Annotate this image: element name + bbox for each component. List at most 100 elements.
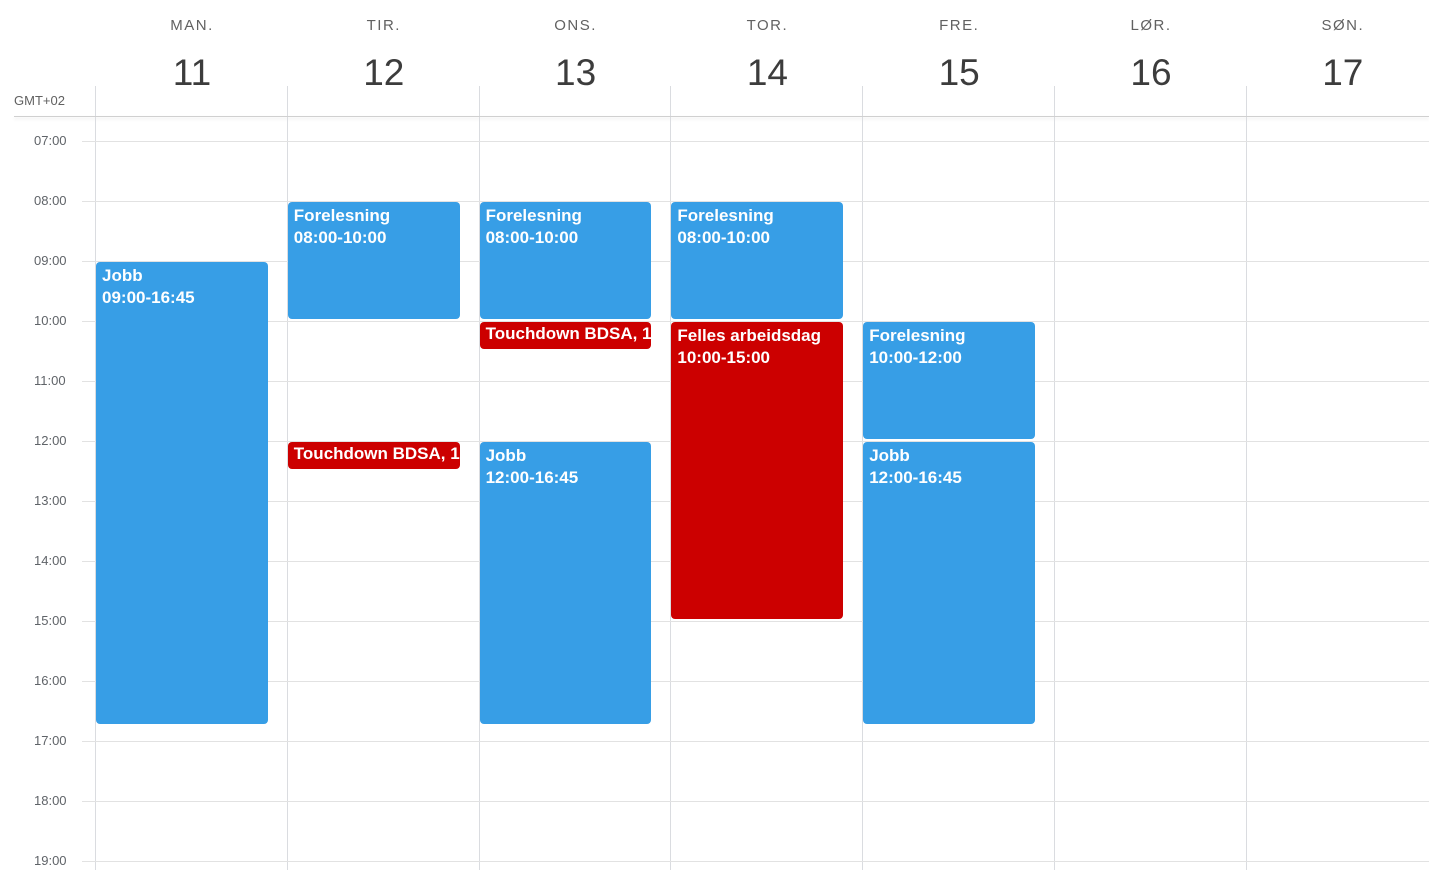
event-title: Touchdown BDSA, 1 [485,324,652,343]
hour-gridline [82,801,1429,802]
calendar-event[interactable]: Forelesning 08:00-10:00 [671,202,844,319]
header-divider [14,116,1429,117]
calendar-event[interactable]: Forelesning 08:00-10:00 [287,202,460,319]
calendar-event[interactable]: Jobb 12:00-16:45 [479,442,652,724]
event-time: 12:00-16:45 [869,468,962,487]
event-title: Jobb [869,446,910,465]
day-number-label[interactable]: 11 [172,52,212,93]
hour-gridline [82,861,1429,862]
day-header[interactable]: ONS. 13 [480,0,672,116]
column-divider [862,117,863,870]
header-column-divider [479,86,480,116]
day-header[interactable]: SØN. 17 [1247,0,1429,116]
event-title: Jobb [485,446,527,465]
hour-label: 07:00 [34,133,67,148]
hour-gridline [82,681,1429,682]
hour-tick [82,861,96,862]
header-column-divider [862,86,863,116]
day-header[interactable]: MAN. 11 [96,0,288,116]
column-divider [95,117,96,870]
hour-gridline [82,201,1429,202]
calendar-event[interactable]: Forelesning 08:00-10:00 [479,202,652,319]
day-header[interactable]: TOR. 14 [671,0,863,116]
hour-tick [82,141,96,142]
hour-gridline [82,741,1429,742]
day-name-label: LØR. [1130,17,1172,34]
column-divider [1054,117,1055,870]
day-name-label: FRE. [939,17,980,34]
event-time: 10:00-15:00 [677,348,771,367]
column-divider [287,117,288,870]
hour-tick [82,201,96,202]
hour-gridline [82,621,1429,622]
event-title: Forelesning [677,206,774,225]
column-divider [1246,117,1247,870]
event-time: 08:00-10:00 [677,228,771,247]
event-title: Jobb [102,266,143,285]
hour-tick [82,621,96,622]
hour-tick [82,321,96,322]
hour-tick [82,801,96,802]
column-divider [670,117,671,870]
event-time: 08:00-10:00 [485,228,579,247]
hour-label: 12:00 [34,433,67,448]
hour-tick [82,741,96,742]
header-column-divider [287,86,288,116]
event-title: Felles arbeidsdag [677,326,822,345]
calendar-event[interactable]: Forelesning 10:00-12:00 [863,322,1035,439]
event-title: Forelesning [293,206,391,225]
event-time: 12:00-16:45 [485,468,579,487]
day-header[interactable]: FRE. 15 [863,0,1055,116]
hour-label: 08:00 [34,193,67,208]
event-time: 08:00-10:00 [293,228,387,247]
day-number-label[interactable]: 17 [1322,52,1364,93]
header-column-divider [670,86,671,116]
day-number-label[interactable]: 14 [746,52,788,93]
hour-gridline [82,321,1429,322]
day-number-label[interactable]: 15 [938,52,980,93]
day-number-label[interactable]: 12 [363,52,405,93]
hour-label: 15:00 [34,613,67,628]
event-title: Touchdown BDSA, 1 [293,444,460,463]
event-title: Forelesning [485,206,582,225]
hour-label: 10:00 [34,313,67,328]
header-column-divider [1246,86,1247,116]
day-name-label: ONS. [554,17,597,34]
calendar-event[interactable]: Touchdown BDSA, 1 [287,442,460,469]
hour-tick [82,501,96,502]
calendar-event[interactable]: Jobb 12:00-16:45 [863,442,1035,724]
day-header[interactable]: LØR. 16 [1055,0,1247,116]
hour-label: 09:00 [34,253,67,268]
hour-label: 13:00 [34,493,67,508]
timezone-label: GMT+02 [14,93,65,108]
day-name-label: TOR. [746,17,789,34]
calendar-event[interactable]: Felles arbeidsdag 10:00-15:00 [671,322,844,619]
hour-tick [82,681,96,682]
hour-gridline [82,141,1429,142]
day-number-label[interactable]: 16 [1130,52,1172,93]
hour-label: 14:00 [34,553,67,568]
calendar-event[interactable]: Touchdown BDSA, 1 [479,322,652,349]
day-name-label: MAN. [170,17,214,34]
header-column-divider [95,86,96,116]
event-title: Forelesning [869,326,966,345]
calendar-event[interactable]: Jobb 09:00-16:45 [96,262,268,724]
hour-label: 17:00 [34,733,67,748]
column-divider [479,117,480,870]
hour-tick [82,261,96,262]
header-column-divider [1054,86,1055,116]
day-name-label: SØN. [1321,17,1365,34]
hour-label: 16:00 [34,673,67,688]
hour-label: 19:00 [34,853,67,868]
hour-label: 11:00 [34,373,66,388]
hour-tick [82,441,96,442]
event-time: 09:00-16:45 [102,288,195,307]
event-time: 10:00-12:00 [869,348,962,367]
day-header[interactable]: TIR. 12 [288,0,480,116]
day-number-label[interactable]: 13 [555,52,597,93]
hour-label: 18:00 [34,793,67,808]
hour-tick [82,381,96,382]
day-name-label: TIR. [366,17,401,34]
hour-tick [82,561,96,562]
